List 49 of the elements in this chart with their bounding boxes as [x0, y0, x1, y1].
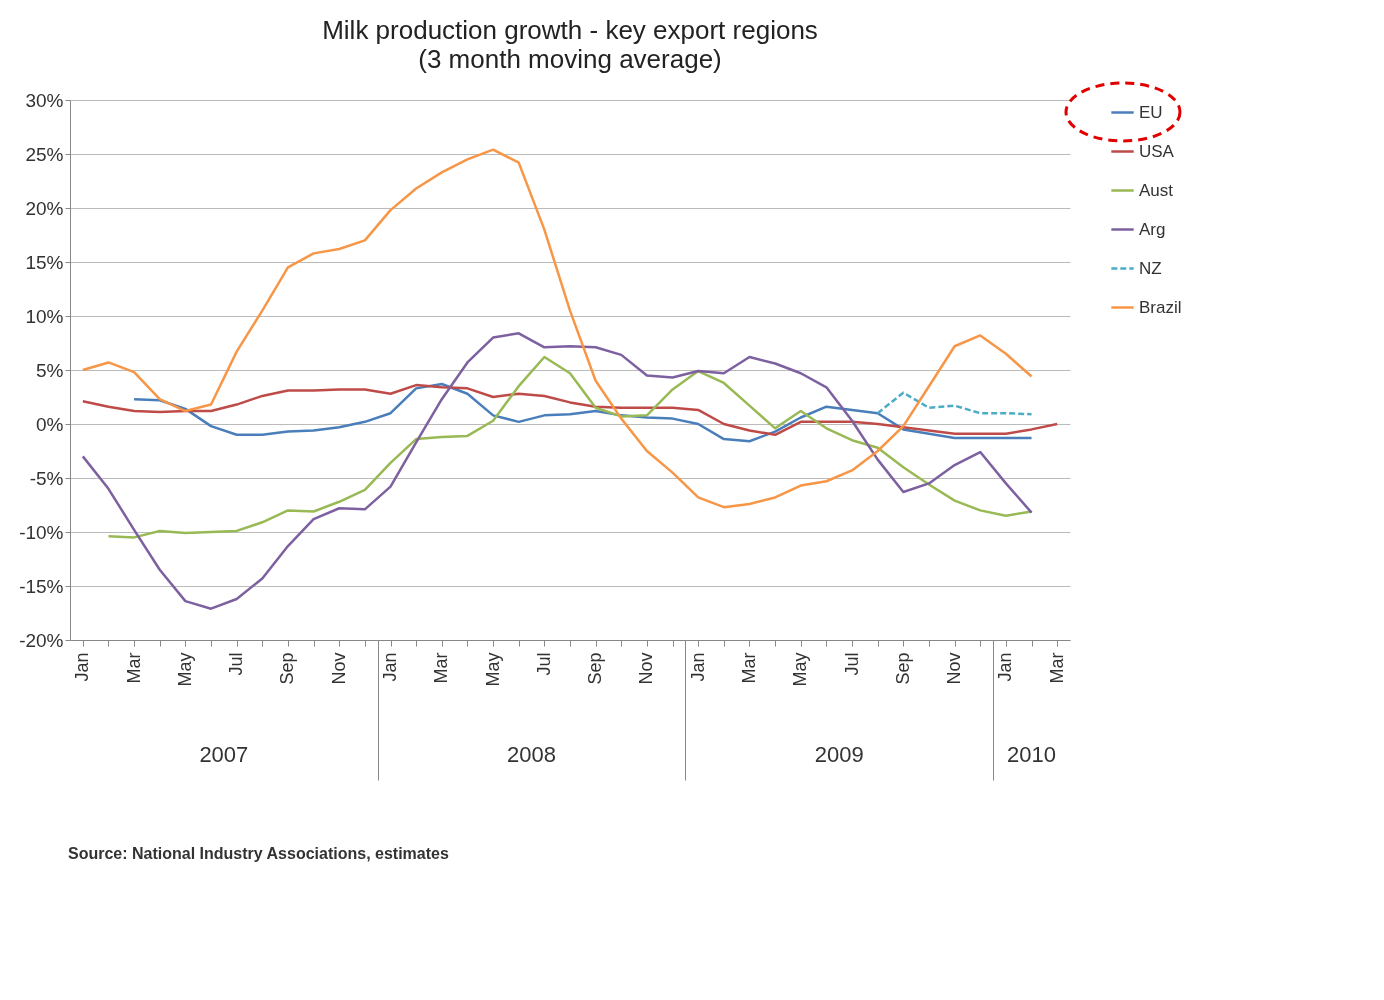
legend-label: Arg — [1139, 219, 1166, 239]
x-tick-label: Jan — [72, 652, 93, 682]
x-tick-label: Jan — [995, 652, 1016, 682]
x-tick-label: Jan — [380, 652, 401, 682]
text: 2010 — [1007, 742, 1057, 767]
x-tick-label: Mar — [1046, 652, 1067, 684]
line-series — [81, 332, 1033, 610]
y-tick-label: 25% — [25, 143, 64, 165]
x-tick-label: Mar — [738, 652, 759, 684]
y-tick-label: 20% — [25, 197, 64, 219]
legend-label: Aust — [1139, 180, 1174, 200]
x-tick-label: May — [174, 652, 195, 687]
y-tick-label: -5% — [29, 467, 64, 489]
line-series — [81, 148, 1033, 509]
x-tick-label: Jan — [687, 652, 708, 682]
y-tick-label: 15% — [25, 251, 64, 273]
y-tick-label: 5% — [36, 359, 64, 381]
source-note: Source: National Industry Associations, estimates — [68, 845, 450, 863]
line-series — [876, 391, 1033, 416]
x-tick-label: Nov — [636, 652, 657, 685]
x-tick-label: Jul — [841, 652, 862, 676]
y-tick-label: -10% — [19, 521, 64, 543]
chart-subtitle: (3 month moving average) — [418, 44, 722, 74]
y-tick-label: 30% — [25, 89, 64, 111]
text: 2008 — [507, 742, 557, 767]
x-tick-label: Sep — [277, 652, 298, 685]
legend-label: NZ — [1139, 258, 1162, 278]
y-tick-label: 10% — [25, 305, 64, 327]
text: 2009 — [814, 742, 864, 767]
text: 2007 — [199, 742, 249, 767]
x-tick-label: Jul — [226, 652, 247, 676]
y-tick-label: 0% — [36, 413, 64, 435]
legend-label: USA — [1139, 141, 1175, 161]
x-tick-label: Jul — [533, 652, 554, 676]
line-series — [81, 383, 1059, 437]
legend-label: Brazil — [1139, 297, 1182, 317]
x-tick-label: Sep — [892, 652, 913, 685]
x-tick-label: Mar — [431, 652, 452, 684]
x-tick-label: May — [790, 652, 811, 687]
y-tick-label: -15% — [19, 575, 64, 597]
chart-title: Milk production growth - key export regions — [322, 15, 818, 45]
y-tick-label: -20% — [19, 629, 64, 651]
line-series — [107, 355, 1033, 539]
x-tick-label: Mar — [123, 652, 144, 684]
x-tick-label: May — [482, 652, 503, 687]
x-tick-label: Sep — [585, 652, 606, 685]
x-tick-label: Nov — [328, 652, 349, 685]
legend-label: EU — [1139, 102, 1163, 122]
x-tick-label: Nov — [944, 652, 965, 685]
